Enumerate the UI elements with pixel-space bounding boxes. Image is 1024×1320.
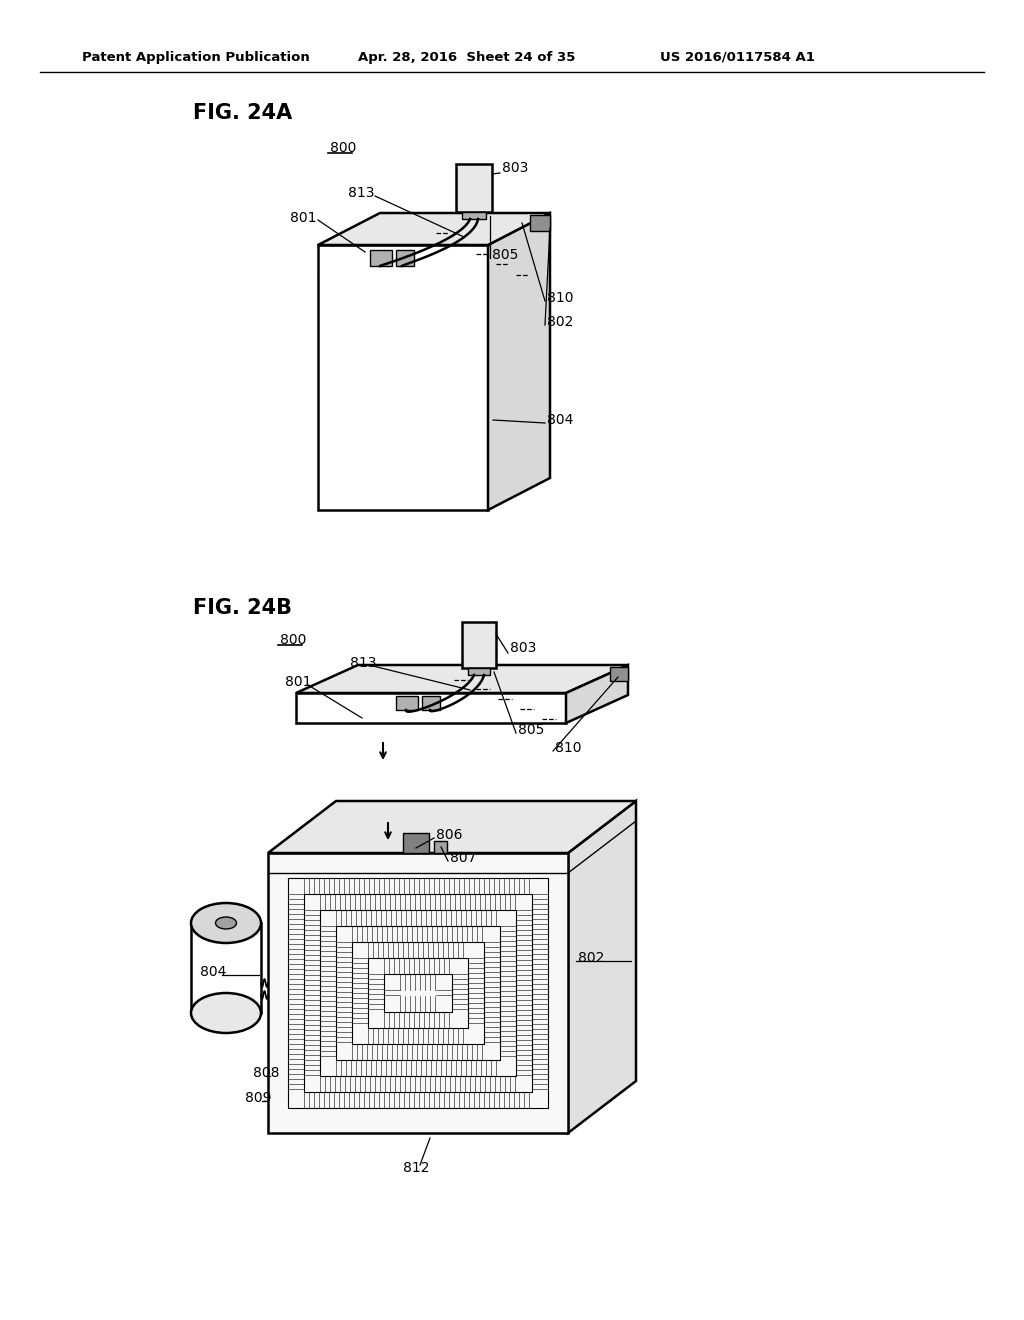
Text: 809: 809 xyxy=(245,1092,271,1105)
Text: 808: 808 xyxy=(253,1067,280,1080)
Polygon shape xyxy=(462,622,496,668)
Polygon shape xyxy=(396,249,414,267)
Text: Apr. 28, 2016  Sheet 24 of 35: Apr. 28, 2016 Sheet 24 of 35 xyxy=(358,50,575,63)
Polygon shape xyxy=(318,213,550,246)
Text: 813: 813 xyxy=(350,656,377,671)
Text: 803: 803 xyxy=(510,642,537,655)
Ellipse shape xyxy=(215,917,237,929)
Polygon shape xyxy=(610,667,628,681)
Text: 805: 805 xyxy=(492,248,518,261)
Polygon shape xyxy=(488,213,550,510)
Polygon shape xyxy=(370,249,392,267)
Text: US 2016/0117584 A1: US 2016/0117584 A1 xyxy=(660,50,815,63)
Polygon shape xyxy=(462,213,486,219)
Text: FIG. 24B: FIG. 24B xyxy=(193,598,292,618)
Text: 810: 810 xyxy=(547,290,573,305)
Text: Patent Application Publication: Patent Application Publication xyxy=(82,50,309,63)
Text: 810: 810 xyxy=(555,741,582,755)
Text: 804: 804 xyxy=(547,413,573,426)
Polygon shape xyxy=(318,246,488,510)
Polygon shape xyxy=(456,164,492,213)
Text: 812: 812 xyxy=(403,1162,429,1175)
Text: 805: 805 xyxy=(518,723,545,737)
Polygon shape xyxy=(566,665,628,723)
Text: 802: 802 xyxy=(578,950,604,965)
Ellipse shape xyxy=(191,993,261,1034)
Text: 801: 801 xyxy=(290,211,316,224)
Polygon shape xyxy=(396,696,418,710)
Text: 804: 804 xyxy=(200,965,226,979)
Ellipse shape xyxy=(191,903,261,942)
Text: 802: 802 xyxy=(547,315,573,329)
Polygon shape xyxy=(434,841,447,853)
Text: 813: 813 xyxy=(348,186,375,201)
Polygon shape xyxy=(268,801,636,853)
Polygon shape xyxy=(268,853,568,1133)
Text: 800: 800 xyxy=(280,634,306,647)
Polygon shape xyxy=(422,696,440,710)
Text: 806: 806 xyxy=(436,828,463,842)
Text: 801: 801 xyxy=(285,675,311,689)
Polygon shape xyxy=(296,665,628,693)
Text: 803: 803 xyxy=(502,161,528,176)
Polygon shape xyxy=(468,668,490,675)
Text: 800: 800 xyxy=(330,141,356,154)
Polygon shape xyxy=(403,833,429,853)
Text: 807: 807 xyxy=(450,851,476,865)
Polygon shape xyxy=(296,693,566,723)
Polygon shape xyxy=(530,215,550,231)
Polygon shape xyxy=(568,801,636,1133)
Text: FIG. 24A: FIG. 24A xyxy=(193,103,292,123)
